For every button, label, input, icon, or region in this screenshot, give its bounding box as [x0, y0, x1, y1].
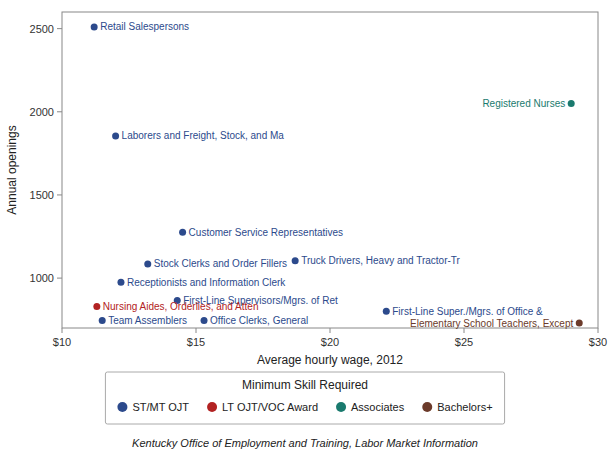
legend-marker	[336, 402, 346, 412]
point	[112, 132, 119, 139]
x-tick-label: $20	[321, 336, 339, 348]
x-tick	[196, 328, 197, 333]
y-axis-title: Annual openings	[5, 125, 19, 214]
point-label: First-Line Super./Mgrs. of Office &	[392, 306, 543, 317]
legend-label: Bachelors+	[437, 401, 492, 413]
point-labels: Retail Salespersons Laborers and Freight,…	[100, 21, 573, 328]
y-tick-label: 2000	[30, 106, 54, 118]
legend-box	[105, 372, 504, 424]
point	[144, 260, 151, 267]
point	[568, 100, 575, 107]
background	[0, 0, 610, 458]
y-tick	[57, 111, 62, 112]
point-label: Retail Salespersons	[100, 21, 189, 32]
legend-marker	[117, 402, 127, 412]
x-tick	[464, 328, 465, 333]
caption: Kentucky Office of Employment and Traini…	[132, 437, 478, 449]
point-label: Stock Clerks and Order Fillers	[154, 258, 287, 269]
legend-label: Associates	[351, 401, 405, 413]
point-label: Truck Drivers, Heavy and Tractor-Tr	[301, 255, 460, 266]
point	[91, 23, 98, 30]
legend-marker	[422, 402, 432, 412]
y-axis: 1000 1500 2000 2500	[30, 23, 62, 284]
points	[91, 23, 583, 326]
point-label: Registered Nurses	[482, 98, 565, 109]
legend-label: LT OJT/VOC Award	[222, 401, 318, 413]
point-label: Nursing Aides, Orderlies, and Atten	[103, 301, 259, 312]
y-tick-label: 1500	[30, 189, 54, 201]
y-tick-label: 1000	[30, 272, 54, 284]
y-tick	[57, 194, 62, 195]
chart: $10 $15 $20 $25 $30 1000 1500 2000 2500 Average h…	[0, 0, 610, 458]
chart-container: $10 $15 $20 $25 $30 1000 1500 2000 2500 Average h…	[0, 0, 610, 458]
point-label: Customer Service Representatives	[189, 227, 344, 238]
y-tick	[57, 278, 62, 279]
y-tick	[57, 28, 62, 29]
point-label: Receptionists and Information Clerk	[127, 277, 286, 288]
legend-title: Minimum Skill Required	[242, 378, 368, 392]
point-label: Laborers and Freight, Stock, and Ma	[122, 130, 285, 141]
y-tick-label: 2500	[30, 23, 54, 35]
x-tick	[330, 328, 331, 333]
point	[292, 257, 299, 264]
point-label: Elementary School Teachers, Except	[410, 318, 573, 329]
point	[383, 308, 390, 315]
x-axis-title: Average hourly wage, 2012	[257, 353, 403, 367]
x-tick-label: $10	[53, 336, 71, 348]
point	[576, 320, 583, 327]
point	[117, 279, 124, 286]
x-tick	[598, 328, 599, 333]
point	[179, 229, 186, 236]
point	[93, 303, 100, 310]
legend: Minimum Skill Required ST/MT OJT LT OJT/VO…	[105, 372, 504, 424]
legend-marker	[207, 402, 217, 412]
point	[99, 317, 106, 324]
plot-frame	[62, 12, 598, 328]
legend-label: ST/MT OJT	[132, 401, 189, 413]
x-tick	[62, 328, 63, 333]
x-tick-label: $30	[589, 336, 607, 348]
x-tick-label: $25	[455, 336, 473, 348]
point	[201, 317, 208, 324]
x-axis: $10 $15 $20 $25 $30	[53, 328, 607, 348]
point-label: Team Assemblers	[108, 315, 187, 326]
point-label: Office Clerks, General	[210, 315, 308, 326]
x-tick-label: $15	[187, 336, 205, 348]
